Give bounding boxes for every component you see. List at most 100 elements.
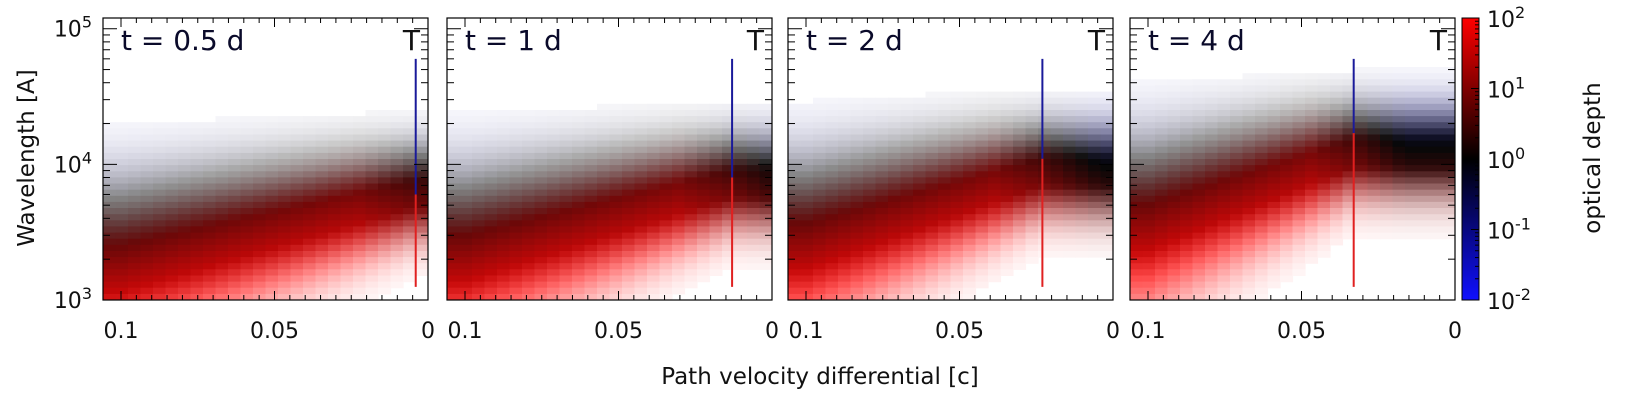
heatmap-cell — [1267, 165, 1281, 172]
heatmap-cell — [534, 220, 548, 227]
heatmap-cell — [403, 232, 417, 240]
heatmap-cell — [975, 146, 989, 154]
heatmap-cell — [684, 146, 698, 154]
heatmap-cell — [1013, 183, 1027, 191]
heatmap-cell — [278, 287, 292, 295]
heatmap-cell — [353, 257, 367, 264]
heatmap-cell — [597, 257, 611, 264]
heatmap-cell — [825, 287, 839, 295]
heatmap-cell — [265, 201, 279, 209]
heatmap-cell — [1405, 183, 1419, 191]
heatmap-cell — [203, 238, 217, 246]
heatmap-cell — [975, 251, 989, 258]
heatmap-cell — [128, 263, 142, 270]
heatmap-cell — [875, 171, 889, 178]
heatmap-cell — [1063, 116, 1077, 123]
heatmap-cell — [215, 269, 229, 276]
heatmap-cell — [253, 183, 267, 191]
heatmap-cell — [863, 146, 877, 154]
heatmap-cell — [1305, 152, 1319, 160]
heatmap-cell — [447, 269, 461, 276]
heatmap-cell — [315, 287, 329, 295]
heatmap-cell — [925, 91, 939, 99]
heatmap-cell — [165, 275, 179, 283]
heatmap-cell — [240, 232, 254, 240]
heatmap-cell — [472, 232, 486, 240]
heatmap-cell — [1317, 177, 1331, 185]
heatmap-cell — [1242, 152, 1256, 160]
heatmap-cell — [340, 183, 354, 191]
heatmap-cell — [472, 159, 486, 166]
heatmap-cell — [497, 116, 511, 123]
heatmap-cell — [1292, 177, 1306, 185]
heatmap-cell — [838, 177, 852, 185]
heatmap-cell — [153, 208, 167, 215]
heatmap-cell — [1050, 97, 1064, 105]
heatmap-cell — [1317, 195, 1331, 203]
heatmap-cell — [353, 146, 367, 154]
heatmap-cell — [365, 152, 379, 160]
heatmap-cell — [115, 159, 129, 166]
heatmap-cell — [1217, 110, 1231, 117]
heatmap-cell — [328, 251, 342, 258]
heatmap-cell — [1025, 122, 1039, 129]
heatmap-cell — [1355, 103, 1369, 111]
heatmap-cell — [240, 244, 254, 252]
heatmap-cell — [647, 152, 661, 160]
heatmap-cell — [888, 140, 902, 148]
heatmap-cell — [1392, 165, 1406, 172]
heatmap-cell — [128, 140, 142, 148]
heatmap-cell — [875, 201, 889, 209]
heatmap-cell — [459, 134, 473, 142]
heatmap-cell — [1025, 257, 1039, 264]
heatmap-cell — [838, 171, 852, 178]
heatmap-cell — [950, 275, 964, 283]
heatmap-cell — [178, 257, 192, 264]
heatmap-cell — [1050, 201, 1064, 209]
colorbar-tick-label: 101 — [1487, 74, 1525, 104]
heatmap-cell — [1155, 257, 1169, 264]
heatmap-cell — [315, 171, 329, 178]
heatmap-cell — [850, 171, 864, 178]
heatmap-cell — [609, 159, 623, 166]
heatmap-cell — [1255, 171, 1269, 178]
heatmap-cell — [838, 110, 852, 117]
heatmap-cell — [390, 263, 404, 270]
heatmap-cell — [253, 238, 267, 246]
heatmap-cell — [1142, 275, 1156, 283]
heatmap-cell — [1230, 208, 1244, 215]
heatmap-cell — [672, 116, 686, 123]
heatmap-cell — [1025, 214, 1039, 221]
heatmap-cell — [1155, 201, 1169, 209]
heatmap-cell — [950, 214, 964, 221]
heatmap-cell — [1230, 275, 1244, 283]
heatmap-cell — [838, 220, 852, 227]
heatmap-cell — [800, 103, 814, 111]
heatmap-cell — [1217, 201, 1231, 209]
heatmap-cell — [800, 159, 814, 166]
heatmap-cell — [963, 195, 977, 203]
heatmap-cell — [1142, 281, 1156, 289]
heatmap-cell — [1038, 226, 1052, 234]
heatmap-cell — [484, 159, 498, 166]
heatmap-cell — [1230, 226, 1244, 234]
heatmap-cell — [1342, 177, 1356, 185]
heatmap-cell — [572, 134, 586, 142]
heatmap-cell — [353, 263, 367, 270]
heatmap-cell — [1088, 128, 1102, 135]
heatmap-cell — [115, 128, 129, 135]
heatmap-cell — [1142, 103, 1156, 111]
heatmap-cell — [140, 238, 154, 246]
heatmap-cell — [609, 146, 623, 154]
heatmap-cell — [1155, 195, 1169, 203]
heatmap-cell — [584, 195, 598, 203]
heatmap-cell — [328, 244, 342, 252]
heatmap-cell — [1230, 122, 1244, 129]
heatmap-cell — [1100, 226, 1113, 234]
heatmap-cell — [165, 232, 179, 240]
heatmap-cell — [1292, 220, 1306, 227]
heatmap-cell — [1292, 189, 1306, 197]
heatmap-cell — [509, 214, 523, 221]
heatmap-cell — [1367, 220, 1381, 227]
heatmap-cell — [1130, 128, 1144, 135]
